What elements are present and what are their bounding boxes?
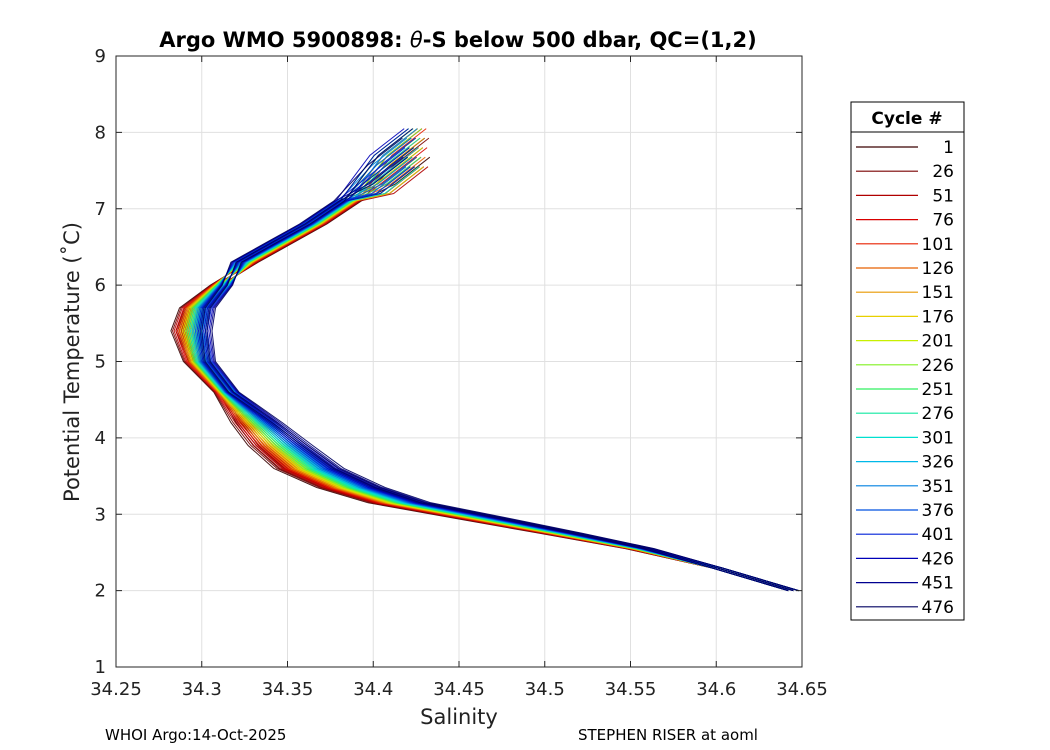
legend-label-301: 301 [922, 428, 954, 448]
y-tick-label: 9 [95, 46, 106, 67]
legend-label-26: 26 [932, 162, 954, 182]
profile-series [170, 128, 799, 592]
chart-title: Argo WMO 5900898: θ-S below 500 dbar, QC… [159, 28, 756, 52]
legend-label-151: 151 [922, 283, 954, 303]
legend: Cycle # 12651761011261511762012262512763… [850, 101, 965, 621]
x-tick-label: 34.3 [182, 679, 222, 700]
axis-ticks: 34.25 34.3 34.35 34.4 34.45 34.5 34.55 34.6 34.6… [90, 46, 828, 700]
x-tick-label: 34.4 [353, 679, 393, 700]
profile-line-cycle-476 [211, 128, 799, 592]
legend-label-101: 101 [922, 235, 954, 255]
x-tick-label: 34.25 [90, 679, 142, 700]
y-tick-label: 5 [95, 352, 106, 373]
x-axis-label: Salinity [420, 705, 498, 729]
x-tick-label: 34.35 [262, 679, 314, 700]
legend-label-176: 176 [922, 307, 954, 327]
x-tick-label: 34.6 [696, 679, 736, 700]
legend-label-126: 126 [922, 259, 954, 279]
legend-label-201: 201 [922, 332, 954, 352]
x-tick-label: 34.55 [605, 679, 657, 700]
y-tick-label: 3 [95, 504, 106, 525]
x-tick-label: 34.65 [776, 679, 828, 700]
profile-line-cycle-476 [201, 137, 789, 592]
grid-lines [116, 56, 802, 667]
legend-entries: 1265176101126151176201226251276301326351… [856, 138, 954, 618]
legend-label-251: 251 [922, 380, 954, 400]
y-tick-label: 7 [95, 199, 106, 220]
legend-label-426: 426 [922, 549, 954, 569]
legend-label-276: 276 [922, 404, 954, 424]
legend-label-476: 476 [922, 598, 954, 618]
legend-label-351: 351 [922, 477, 954, 497]
legend-label-451: 451 [922, 574, 954, 594]
y-tick-label: 1 [95, 657, 106, 678]
legend-label-401: 401 [922, 525, 954, 545]
legend-label-226: 226 [922, 356, 954, 376]
legend-label-1: 1 [943, 138, 954, 158]
legend-label-51: 51 [932, 186, 954, 206]
x-tick-label: 34.45 [433, 679, 485, 700]
profile-line-cycle-476 [206, 156, 794, 592]
y-axis-label: Potential Temperature (˚C) [60, 222, 84, 502]
legend-label-326: 326 [922, 453, 954, 473]
footer-left: WHOI Argo:14-Oct-2025 [105, 726, 286, 744]
legend-label-376: 376 [922, 501, 954, 521]
legend-title: Cycle # [871, 109, 942, 129]
footer-right: STEPHEN RISER at aoml [578, 726, 758, 744]
legend-label-76: 76 [932, 211, 954, 231]
y-tick-label: 4 [95, 428, 106, 449]
y-tick-label: 6 [95, 275, 106, 296]
y-tick-label: 2 [95, 581, 106, 602]
y-tick-label: 8 [95, 122, 106, 143]
x-tick-label: 34.5 [525, 679, 565, 700]
